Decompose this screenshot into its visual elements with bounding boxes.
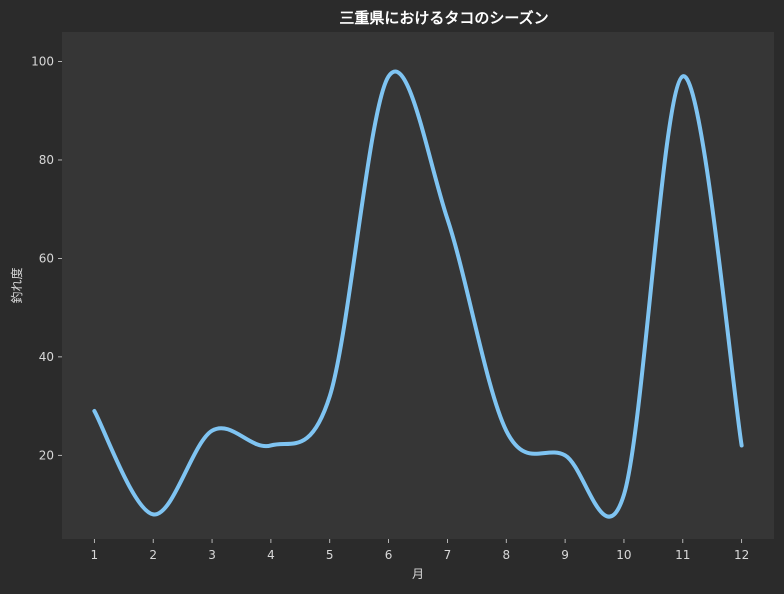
x-axis-label: 月 <box>412 567 424 581</box>
x-tick-label: 11 <box>675 548 690 562</box>
y-tick-label: 60 <box>39 251 54 265</box>
x-axis-ticks: 1 2 3 4 5 6 7 8 9 10 11 12 <box>91 539 749 562</box>
x-tick-label: 4 <box>267 548 275 562</box>
x-tick-label: 6 <box>385 548 393 562</box>
y-axis-label: 釣れ度 <box>9 267 24 303</box>
plot-area <box>62 32 774 539</box>
x-tick-label: 8 <box>502 548 510 562</box>
series-layer <box>92 69 744 519</box>
x-tick-label: 3 <box>208 548 216 562</box>
x-tick-label: 5 <box>326 548 334 562</box>
chart-title: 三重県におけるタコのシーズン <box>339 9 548 27</box>
y-tick-label: 80 <box>39 153 54 167</box>
x-tick-label: 12 <box>734 548 749 562</box>
series-line <box>92 69 744 519</box>
x-tick-label: 1 <box>91 548 99 562</box>
y-tick-label: 100 <box>31 55 54 69</box>
x-tick-label: 2 <box>149 548 157 562</box>
y-axis-ticks: 20 40 60 80 100 <box>31 55 62 462</box>
x-tick-label: 10 <box>616 548 631 562</box>
x-tick-label: 9 <box>561 548 569 562</box>
y-tick-label: 40 <box>39 350 54 364</box>
y-tick-label: 20 <box>39 448 54 462</box>
x-tick-label: 7 <box>444 548 452 562</box>
